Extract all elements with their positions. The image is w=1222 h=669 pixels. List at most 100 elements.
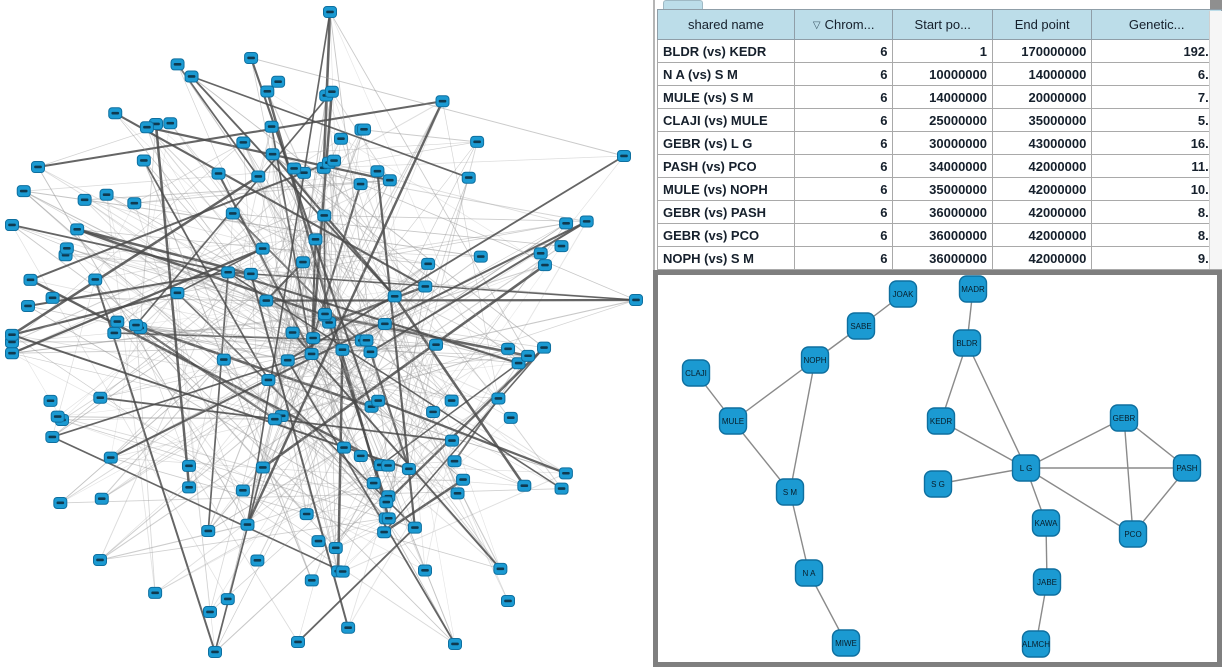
overview-node[interactable] [554,240,569,253]
overview-node[interactable] [370,165,385,178]
overview-node[interactable] [21,300,35,312]
overview-node[interactable] [265,148,280,161]
network-node-PCO[interactable]: PCO [1118,520,1148,548]
overview-node[interactable] [181,459,196,472]
overview-node[interactable] [444,434,459,447]
table-cell[interactable]: 1 [892,39,993,63]
table-cell[interactable]: 34000000 [892,154,993,178]
table-cell[interactable]: 30000000 [892,131,993,155]
overview-node[interactable] [255,461,270,474]
overview-node[interactable] [211,167,226,180]
table-cell[interactable]: 6 [793,223,894,247]
overview-node[interactable] [357,123,372,136]
overview-node[interactable] [243,267,258,280]
network-node-BLDR[interactable]: BLDR [952,329,982,357]
column-header-shared-name[interactable]: shared name [657,9,795,40]
overview-node[interactable] [521,349,536,362]
overview-node[interactable] [335,343,350,356]
overview-node[interactable] [537,341,552,354]
overview-node[interactable] [255,242,270,255]
network-edge-BLDR-LG[interactable] [966,342,1027,469]
overview-node[interactable] [426,405,441,418]
overview-node[interactable] [617,150,631,162]
overview-node[interactable] [236,136,251,149]
overview-node[interactable] [501,595,515,607]
overview-node[interactable] [53,496,68,509]
overview-node[interactable] [280,354,295,367]
network-node-CLAJI[interactable]: CLAJI [681,359,711,387]
overview-node[interactable] [503,411,518,424]
table-cell[interactable]: 14000000 [892,85,993,109]
overview-node[interactable] [267,413,282,426]
network-node-PASH[interactable]: PASH [1172,454,1202,482]
overview-node[interactable] [93,391,108,404]
table-cell[interactable]: MULE (vs) S M [657,85,795,109]
overview-node[interactable] [387,290,402,303]
overview-node[interactable] [401,462,416,475]
overview-node[interactable] [285,326,300,339]
overview-node[interactable] [163,117,178,130]
overview-node[interactable] [184,70,199,83]
network-node-NA[interactable]: N A [794,559,824,587]
overview-node[interactable] [220,593,235,606]
overview-node[interactable] [50,410,65,423]
network-edge-LG-PCO[interactable] [1025,467,1134,535]
overview-node[interactable] [353,178,368,191]
column-header-start-po---[interactable]: Start po... [892,9,993,40]
overview-node[interactable] [418,564,433,577]
overview-node[interactable] [382,174,397,187]
network-edge-SG-LG[interactable] [937,467,1027,485]
table-cell[interactable]: 14000000 [991,62,1093,86]
network-node-KEDR[interactable]: KEDR [926,407,956,435]
overview-node[interactable] [107,327,122,340]
overview-node[interactable] [501,342,516,355]
network-edge-NOPH-SM[interactable] [789,359,816,493]
network-node-GEBR[interactable]: GEBR [1109,404,1139,432]
table-cell[interactable]: 6 [793,108,894,132]
table-cell[interactable]: 16.9 [1091,131,1222,155]
table-cell[interactable]: 42000000 [991,154,1093,178]
network-node-SM[interactable]: S M [775,478,805,506]
overview-node[interactable] [323,6,337,18]
table-cell[interactable]: 36000000 [892,223,993,247]
overview-node[interactable] [324,85,339,98]
overview-node[interactable] [77,193,92,206]
table-cell[interactable]: 10000000 [892,62,993,86]
network-node-SG[interactable]: S G [923,470,953,498]
overview-node[interactable] [240,518,255,531]
overview-node[interactable] [559,217,574,230]
table-cell[interactable]: 42000000 [991,223,1093,247]
overview-node[interactable] [335,565,350,578]
overview-node[interactable] [558,467,573,480]
overview-node[interactable] [250,554,265,567]
table-cell[interactable]: 9.9 [1091,246,1222,270]
overview-node[interactable] [271,75,286,88]
overview-node[interactable] [304,348,319,361]
overview-node[interactable] [353,449,368,462]
overview-node[interactable] [5,328,19,341]
overview-node[interactable] [379,496,394,509]
overview-node[interactable] [23,273,38,286]
overview-node[interactable] [216,353,231,366]
overview-node[interactable] [251,170,266,183]
table-cell[interactable]: N A (vs) S M [657,62,795,86]
overview-node[interactable] [317,209,332,222]
overview-node[interactable] [456,473,471,486]
overview-node[interactable] [208,646,222,658]
overview-node[interactable] [381,512,396,525]
overview-node[interactable] [444,394,459,407]
overview-node[interactable] [295,256,310,269]
overview-node[interactable] [225,207,240,220]
table-cell[interactable]: 35000000 [991,108,1093,132]
overview-node[interactable] [136,154,151,167]
overview-node[interactable] [377,526,392,539]
overview-node[interactable] [291,636,305,648]
overview-node[interactable] [554,482,569,495]
table-row[interactable]: CLAJI (vs) MULE 6 25000000 35000000 5.9 [657,108,1222,132]
table-cell[interactable]: 7.5 [1091,85,1222,109]
table-cell[interactable]: 6 [793,39,894,63]
table-cell[interactable]: GEBR (vs) PASH [657,200,795,224]
overview-node[interactable] [139,121,154,134]
table-cell[interactable]: 11.4 [1091,154,1222,178]
overview-node[interactable] [381,459,396,472]
